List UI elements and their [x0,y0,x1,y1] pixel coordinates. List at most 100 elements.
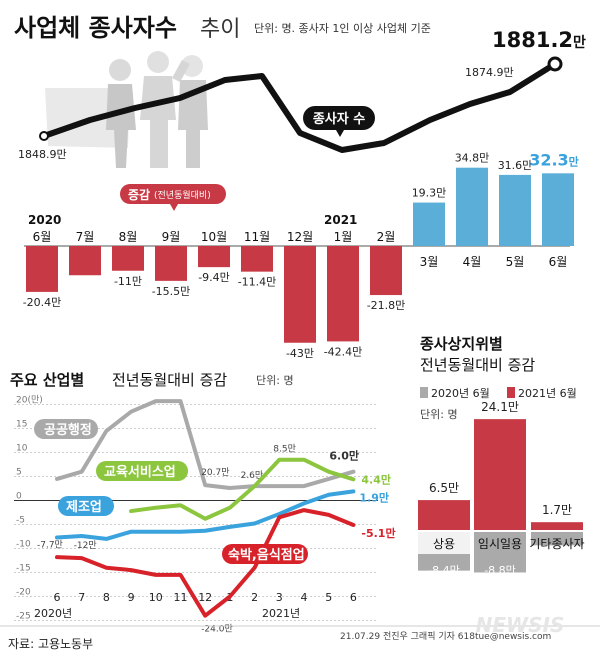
ind-x-label: 12 [198,591,212,604]
ind-series-tag [222,544,308,564]
yoy-month-label: 11월 [244,230,270,244]
status-value-2021: 6.5만 [429,481,459,495]
total-label-may: 1874.9만 [465,66,514,79]
yoy-value-label: 34.8만 [455,152,490,165]
yoy-bar [327,246,359,342]
status-bar-2021 [418,500,470,530]
ind-y-tick: 0 [16,492,22,502]
yoy-bar [542,173,574,246]
total-end-marker [547,56,563,72]
status-value-2021: 1.7만 [542,503,572,517]
yoy-bar [284,246,316,343]
status-subtitle: 전년동월대비 증감 [420,356,535,374]
page-title: 사업체 종사자수 [14,14,177,42]
ind-point-label: 6.0만 [329,449,359,463]
ind-series-name: 숙박,음식점업 [228,547,305,563]
ind-y-tick: -25 [16,612,31,622]
total-series-tag: 종사자 수 [303,106,375,137]
yoy-month-label: 8월 [119,230,138,244]
ind-point-label: -24.0만 [201,624,233,635]
industries-title: 주요 산업별 [10,371,84,389]
status-bar-2021 [474,419,526,530]
yoy-month-label: 4월 [463,255,482,269]
ind-x-label: 11 [174,591,188,604]
yoy-value-label: 31.6만 [498,159,533,172]
ind-y-tick: 20(만) [16,395,43,406]
ind-point-label: 8.5만 [273,444,296,455]
total-series-label: 종사자 수 [313,111,365,127]
status-category-label: 임시일용 [478,537,522,551]
ind-series-name: 제조업 [66,500,102,515]
ind-y-tick: 15 [16,420,27,430]
total-start-marker [39,131,49,141]
status-value-2020: -2.9만 [541,564,573,577]
ind-x-label: 2 [251,591,258,604]
ind-series-line [55,508,356,618]
source: 자료: 고용노동부 [8,637,93,651]
yoy-month-label: 1월 [334,230,353,244]
ind-series-tag [34,419,98,439]
yoy-month-label: 6월 [33,230,52,244]
yoy-month-label: 10월 [201,230,227,244]
status-bar-2020 [531,532,583,546]
ind-x-label: 5 [325,591,332,604]
credit: 21.07.29 전진우 그래픽 기자 618tue@newsis.com [340,631,551,642]
ind-y-tick: -5 [16,516,25,526]
yoy-year-2020: 2020 [28,213,61,227]
ind-y-tick: -15 [16,564,31,574]
ind-series-line [55,489,356,541]
status-value-2020: -8.8만 [484,564,516,577]
yoy-value-label: -9.4만 [198,271,230,284]
yoy-bar [69,246,101,276]
industries-title-suffix: 전년동월대비 증감 [112,371,227,389]
yoy-month-label: 12월 [287,230,313,244]
ind-point-label: -5.1만 [361,526,395,540]
yoy-change-bars: 2020 2021 6월 -20.4만 7월 8월 -11만 9월 -15.5만 10월 -9.4만… [23,150,579,359]
yoy-value-label: -43만 [286,347,314,360]
status-category-label: 상용 [433,537,455,551]
legend-swatch-2020 [420,387,428,398]
total-workers-line: 1848.9만 1874.9만 1881.2만 [18,28,586,161]
people-illustration [45,51,208,168]
ind-point-label: 1.9만 [359,490,389,504]
ind-x-label: 10 [149,591,163,604]
yoy-bar [112,246,144,271]
ind-x-label: 6 [350,591,357,604]
yoy-month-label: 9월 [162,230,181,244]
newsis-watermark: NEWSIS [476,613,565,637]
status-category-label: 기타종사자 [529,537,584,551]
status-value-2021: 24.1만 [481,400,519,414]
page-title-suffix: 추이 [200,17,240,42]
yoy-value-label-latest: 32.3만 [529,150,579,169]
ind-point-label: 2.6만 [241,470,264,481]
ind-series-name: 공공행정 [44,422,92,438]
yoy-bar [499,174,531,246]
yoy-change-label: 증감 [128,187,150,202]
yoy-bar [26,246,58,292]
yoy-bar [155,246,187,281]
ind-point-label: -12만 [74,540,97,551]
status-bar-2020 [474,532,526,573]
legend-label-2020: 2020년 6월 [431,387,490,400]
yoy-bar [456,167,488,246]
ind-point-label: -7.7만 [37,539,63,550]
yoy-month-label: 6월 [549,255,568,269]
total-line-path [41,61,558,153]
yoy-month-label: 3월 [420,255,439,269]
yoy-value-label: -42.4만 [324,345,363,358]
yoy-bar [413,202,445,246]
yoy-bar [370,246,402,296]
yoy-value-label: -11.4만 [238,276,277,289]
ind-y-tick: 5 [16,468,22,478]
yoy-month-label: 7월 [76,230,95,244]
yoy-value-label: 19.3만 [412,187,447,200]
ind-series-line [129,457,356,521]
yoy-month-label: 2월 [377,230,396,244]
ind-x-label: 4 [301,591,308,604]
yoy-change-sublabel: (전년동월대비) [154,189,211,201]
industries-unit: 단위: 명 [256,374,294,387]
